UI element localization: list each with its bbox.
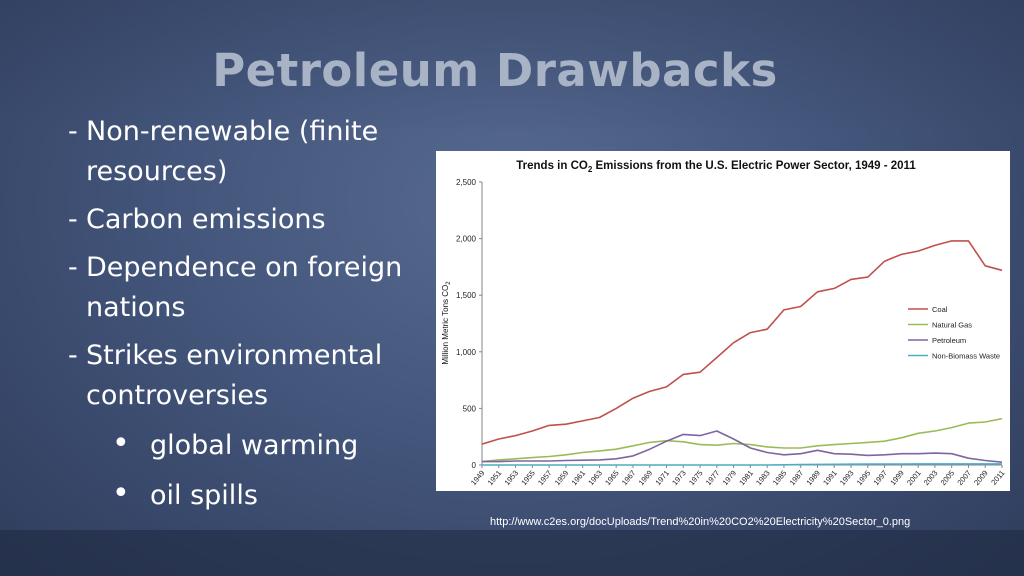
bullet-text: Non-renewable (finite resources) <box>86 116 379 187</box>
x-tick-label: 1975 <box>687 469 705 488</box>
sub-bullet-item: • oil spills <box>68 476 448 516</box>
x-tick-label: 1955 <box>519 469 537 488</box>
chart-panel: Trends in CO2 Emissions from the U.S. El… <box>436 151 1010 491</box>
legend: Coal Natural Gas Petroleum Non-Biomass Wast… <box>908 305 1000 361</box>
x-tick-label: 1993 <box>838 469 856 488</box>
bullet-dash: - <box>68 204 78 235</box>
source-citation: http://www.c2es.org/docUploads/Trend%20i… <box>490 516 911 528</box>
bullet-dot: • <box>112 426 130 461</box>
x-tick-label: 1949 <box>469 469 487 488</box>
bullet-dash: - <box>68 340 78 371</box>
x-tick-label: 1981 <box>737 469 755 488</box>
chart-title: Trends in CO2 Emissions from the U.S. El… <box>516 160 916 174</box>
bullet-item: - Strikes environmental controversies <box>68 336 448 416</box>
series-line-petroleum <box>482 430 1003 463</box>
bullet-dash: - <box>68 116 78 147</box>
x-tick-label: 1963 <box>586 469 604 488</box>
y-tick-label: 2,000 <box>456 235 477 244</box>
x-tick-label: 1999 <box>888 469 906 488</box>
bottom-band <box>0 530 1024 576</box>
x-tick-label: 1973 <box>670 469 688 488</box>
x-tick-label: 1997 <box>871 469 889 488</box>
x-tick-label: 1989 <box>804 469 822 488</box>
x-tick-label: 1987 <box>788 469 806 488</box>
x-tick-label: 1977 <box>704 469 722 488</box>
x-tick-label: 2011 <box>989 469 1006 487</box>
slide-title: Petroleum Drawbacks <box>212 44 778 97</box>
y-ticks: 0 500 1,000 1,500 2,000 2,500 <box>456 178 482 470</box>
bullet-text: Carbon emissions <box>86 204 326 235</box>
series-line-non-biomass-waste <box>482 463 1002 466</box>
axes <box>481 182 1002 466</box>
bullet-list: - Non-renewable (finite resources) - Car… <box>68 112 448 516</box>
x-tick-label: 1971 <box>653 469 671 488</box>
x-tick-label: 1951 <box>486 469 504 488</box>
series-line-coal <box>481 240 1003 445</box>
y-tick-label: 1,000 <box>456 348 477 357</box>
bullet-item: - Dependence on foreign nations <box>68 248 448 328</box>
x-tick-label: 2007 <box>955 469 973 488</box>
x-tick-label: 2005 <box>939 469 957 488</box>
legend-label: Natural Gas <box>932 321 972 330</box>
y-tick-label: 0 <box>472 461 477 470</box>
bullet-text: Strikes environmental controversies <box>86 340 383 411</box>
sub-bullet-item: • global warming <box>68 426 448 466</box>
y-tick-label: 2,500 <box>456 178 477 187</box>
x-tick-label: 1959 <box>553 469 571 488</box>
x-tick-label: 1961 <box>570 469 588 488</box>
x-tick-label: 2001 <box>905 469 923 488</box>
x-tick-label: 1983 <box>754 469 772 488</box>
x-tick-label: 1995 <box>855 469 873 488</box>
legend-label: Non-Biomass Waste <box>932 352 1000 361</box>
x-tick-label: 1967 <box>620 469 638 488</box>
sub-bullet-text: oil spills <box>150 480 258 511</box>
bullet-text: Dependence on foreign nations <box>86 252 403 323</box>
top-band <box>0 0 1024 128</box>
bullet-dot: • <box>112 476 130 511</box>
x-tick-label: 1991 <box>821 469 839 488</box>
series-lines <box>481 240 1003 466</box>
emissions-chart: Trends in CO2 Emissions from the U.S. El… <box>441 160 1007 487</box>
y-tick-label: 1,500 <box>456 291 477 300</box>
x-tick-label: 1985 <box>771 469 789 488</box>
legend-label: Petroleum <box>932 336 966 345</box>
y-tick-label: 500 <box>463 404 477 413</box>
x-ticks: 1949 1951 1953 1955 1957 1959 1961 1963 1965 1967… <box>469 465 1007 487</box>
x-tick-label: 1969 <box>637 469 655 488</box>
bullet-dash: - <box>68 252 78 283</box>
bullet-item: - Carbon emissions <box>68 200 448 240</box>
y-axis-label: Million Metric Tons CO2 <box>441 281 452 365</box>
x-tick-label: 1979 <box>721 469 739 488</box>
sub-bullet-text: global warming <box>150 430 359 461</box>
bullet-item: - Non-renewable (finite resources) <box>68 112 448 192</box>
x-tick-label: 1965 <box>603 469 621 488</box>
x-tick-label: 2003 <box>922 469 940 488</box>
x-tick-label: 1953 <box>502 469 520 488</box>
legend-label: Coal <box>932 305 948 314</box>
x-tick-label: 2009 <box>972 469 990 488</box>
x-tick-label: 1957 <box>536 469 554 488</box>
